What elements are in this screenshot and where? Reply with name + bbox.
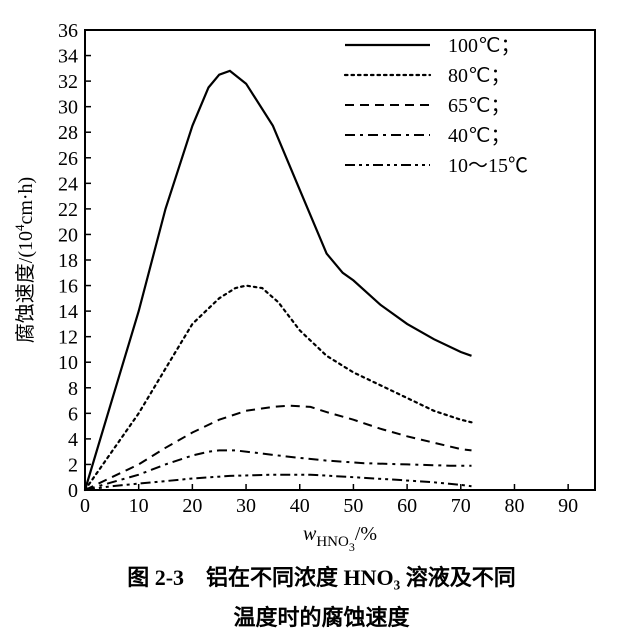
svg-text:10: 10 xyxy=(58,352,78,374)
svg-text:30: 30 xyxy=(58,97,78,119)
svg-text:60: 60 xyxy=(397,495,417,517)
svg-text:28: 28 xyxy=(58,122,78,144)
svg-text:18: 18 xyxy=(58,250,78,272)
svg-text:0: 0 xyxy=(80,495,90,517)
svg-text:22: 22 xyxy=(58,199,78,221)
svg-text:20: 20 xyxy=(182,495,202,517)
caption-line-1: 图 2-3 铝在不同浓度 HNO₃ 溶液及不同 xyxy=(0,558,643,598)
svg-text:40: 40 xyxy=(290,495,310,517)
svg-text:0: 0 xyxy=(68,480,78,502)
svg-text:34: 34 xyxy=(58,46,78,68)
svg-text:32: 32 xyxy=(58,71,78,93)
legend-label-t100: 100℃； xyxy=(448,35,520,57)
svg-text:4: 4 xyxy=(68,429,78,451)
chart-container: 0102030405060708090024681012141618202224… xyxy=(0,0,643,643)
svg-text:2: 2 xyxy=(68,454,78,476)
svg-text:腐蚀速度/(104cm·h): 腐蚀速度/(104cm·h) xyxy=(12,177,37,343)
legend-label-t10_15: 10～15℃ xyxy=(448,155,528,177)
corrosion-rate-chart: 0102030405060708090024681012141618202224… xyxy=(0,0,643,643)
svg-text:6: 6 xyxy=(68,403,78,425)
svg-text:24: 24 xyxy=(58,173,78,195)
svg-text:30: 30 xyxy=(236,495,256,517)
figure-caption: 图 2-3 铝在不同浓度 HNO₃ 溶液及不同 温度时的腐蚀速度 xyxy=(0,558,643,637)
svg-text:26: 26 xyxy=(58,148,78,170)
legend-label-t80: 80℃； xyxy=(448,65,510,87)
svg-text:wHNO3/%: wHNO3/% xyxy=(303,523,377,554)
svg-text:10: 10 xyxy=(129,495,149,517)
caption-line-2: 温度时的腐蚀速度 xyxy=(0,598,643,638)
svg-text:70: 70 xyxy=(451,495,471,517)
svg-text:90: 90 xyxy=(558,495,578,517)
legend-label-t65: 65℃； xyxy=(448,95,510,117)
svg-text:20: 20 xyxy=(58,224,78,246)
svg-text:36: 36 xyxy=(58,20,78,42)
svg-text:50: 50 xyxy=(343,495,363,517)
svg-text:14: 14 xyxy=(58,301,78,323)
svg-text:80: 80 xyxy=(504,495,524,517)
legend-label-t40: 40℃； xyxy=(448,125,510,147)
svg-text:8: 8 xyxy=(68,378,78,400)
svg-text:12: 12 xyxy=(58,327,78,349)
svg-text:16: 16 xyxy=(58,276,78,298)
